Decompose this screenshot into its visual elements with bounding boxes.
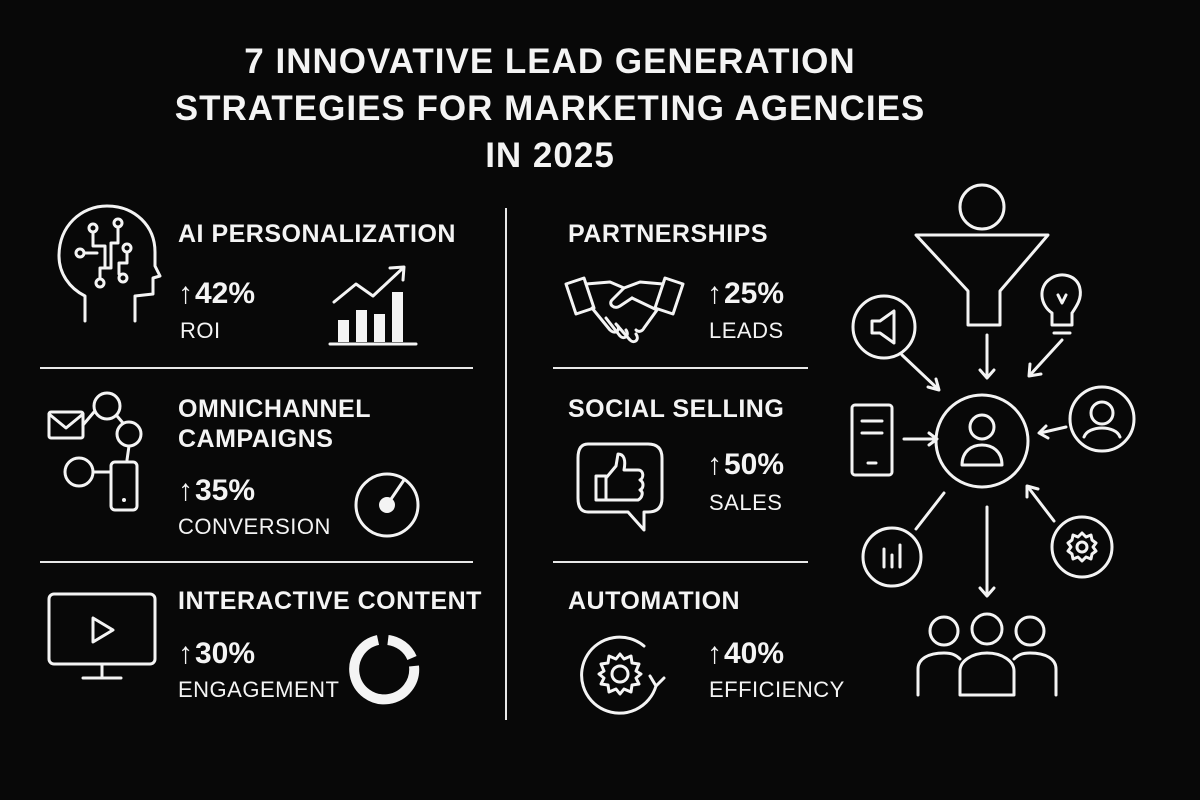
strategy-metric: ROI: [180, 318, 221, 343]
up-arrow-icon: ↑: [178, 474, 193, 507]
settings-icon: [1052, 517, 1112, 577]
megaphone-icon: [853, 296, 915, 358]
strategy-metric: EFFICIENCY: [709, 677, 845, 702]
strategy-stat: ↑40%: [707, 637, 784, 671]
strategy-stat: ↑50%: [707, 448, 784, 482]
gear-cycle-icon: [574, 628, 669, 723]
brain-circuit-icon: [45, 198, 165, 328]
divider-right-1: [553, 367, 808, 369]
strategy-value: 50%: [724, 448, 785, 481]
strategy-stat: ↑35%: [178, 474, 255, 508]
up-arrow-icon: ↑: [707, 637, 722, 670]
strategy-value: 40%: [724, 637, 785, 670]
handshake-icon: [562, 270, 687, 350]
title-line-2: STRATEGIES FOR MARKETING AGENCIES: [174, 89, 926, 128]
strategy-stat: ↑42%: [178, 277, 255, 311]
strategy-heading: SOCIAL SELLING: [568, 395, 785, 423]
strategy-metric: SALES: [709, 490, 783, 515]
strategy-heading: INTERACTIVE CONTENT: [178, 587, 482, 615]
bar-chart-up-icon: [328, 262, 423, 347]
lightbulb-icon: [1042, 275, 1080, 333]
divider-left-2: [40, 561, 473, 563]
divider-center: [505, 208, 507, 720]
strategy-stat: ↑25%: [707, 277, 784, 311]
strategy-heading: AI PERSONALIZATION: [178, 220, 456, 248]
strategy-value: 25%: [724, 277, 785, 310]
strategy-metric: LEADS: [709, 318, 784, 343]
strategy-value: 35%: [195, 474, 256, 507]
up-arrow-icon: ↑: [707, 277, 722, 310]
donut-chart-icon: [348, 634, 420, 706]
divider-left-1: [40, 367, 473, 369]
lead-funnel-diagram: [840, 175, 1170, 715]
profile-icon: [1070, 387, 1134, 451]
title-line-3: IN 2025: [485, 136, 615, 175]
gauge-icon: [352, 470, 422, 540]
page-title: 7 INNOVATIVE LEAD GENERATION STRATEGIES …: [0, 38, 1100, 179]
video-monitor-icon: [45, 590, 160, 685]
strategy-heading-line-1: OMNICHANNEL: [178, 395, 371, 423]
strategy-stat: ↑30%: [178, 637, 255, 671]
thumbs-up-bubble-icon: [574, 440, 669, 535]
user-circle-icon: [936, 395, 1028, 487]
divider-right-2: [553, 561, 808, 563]
analytics-icon: [863, 528, 921, 586]
strategy-heading-line-2: CAMPAIGNS: [178, 425, 334, 453]
document-icon: [852, 405, 892, 475]
title-line-1: 7 INNOVATIVE LEAD GENERATION: [244, 42, 856, 81]
team-icon: [918, 614, 1056, 695]
strategy-metric: CONVERSION: [178, 514, 331, 539]
person-icon: [960, 185, 1004, 229]
strategy-metric: ENGAGEMENT: [178, 677, 340, 702]
strategy-value: 30%: [195, 637, 256, 670]
up-arrow-icon: ↑: [178, 277, 193, 310]
omnichannel-icon: [45, 390, 155, 510]
up-arrow-icon: ↑: [178, 637, 193, 670]
arrow-connectors: [902, 335, 1066, 596]
strategy-value: 42%: [195, 277, 256, 310]
up-arrow-icon: ↑: [707, 448, 722, 481]
funnel-icon: [916, 235, 1048, 325]
strategy-heading: PARTNERSHIPS: [568, 220, 769, 248]
strategy-heading: AUTOMATION: [568, 587, 741, 615]
